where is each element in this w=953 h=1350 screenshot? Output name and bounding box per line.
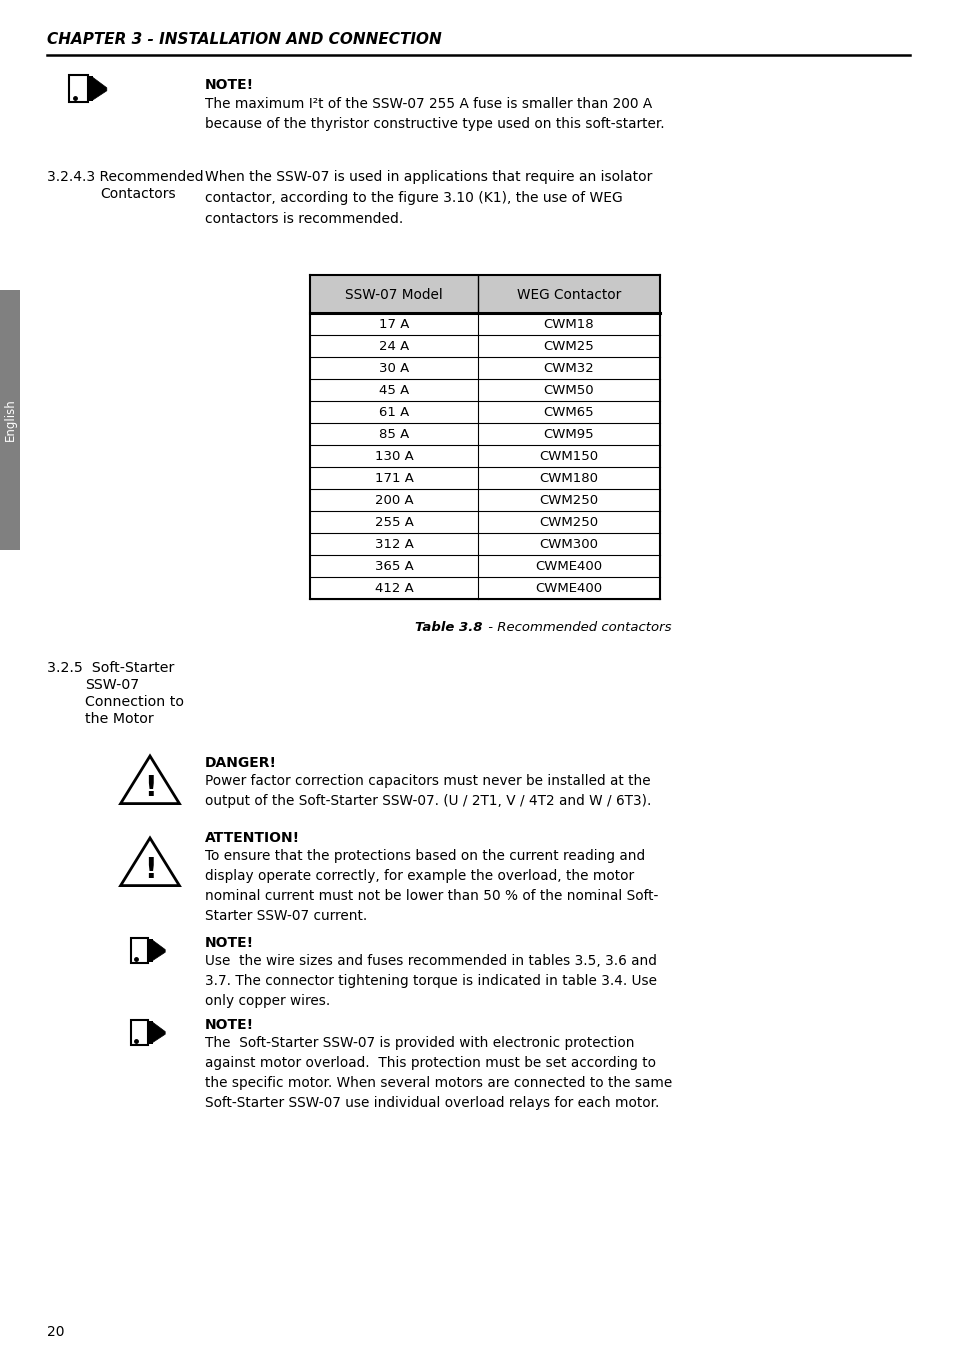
Text: NOTE!: NOTE! [205,1018,253,1031]
Text: 312 A: 312 A [375,537,413,551]
Text: CWM250: CWM250 [538,516,598,528]
Polygon shape [148,1021,152,1044]
Text: 365 A: 365 A [375,559,413,572]
FancyBboxPatch shape [131,938,148,963]
FancyBboxPatch shape [69,76,88,103]
Text: CWM50: CWM50 [543,383,594,397]
Text: Connection to: Connection to [85,695,184,709]
Text: CWM25: CWM25 [543,339,594,352]
Text: 130 A: 130 A [375,450,413,463]
Text: ATTENTION!: ATTENTION! [205,832,300,845]
Text: CWM95: CWM95 [543,428,594,440]
Text: SSW-07: SSW-07 [85,678,139,693]
Text: 3.2.5  Soft-Starter: 3.2.5 Soft-Starter [47,662,174,675]
Text: 255 A: 255 A [375,516,413,528]
Text: - Recommended contactors: - Recommended contactors [483,621,671,634]
Text: The maximum I²t of the SSW-07 255 A fuse is smaller than 200 A
because of the th: The maximum I²t of the SSW-07 255 A fuse… [205,97,664,131]
Text: 45 A: 45 A [378,383,409,397]
Polygon shape [148,940,152,961]
Text: CWME400: CWME400 [535,559,602,572]
Text: Contactors: Contactors [100,188,175,201]
Text: 200 A: 200 A [375,494,413,506]
Text: CWM180: CWM180 [539,471,598,485]
Text: 412 A: 412 A [375,582,413,594]
Text: CWM65: CWM65 [543,405,594,418]
Polygon shape [88,76,92,101]
Text: !: ! [144,774,156,802]
Polygon shape [148,940,165,961]
Text: 24 A: 24 A [378,339,409,352]
Text: 3.2.4.3 Recommended: 3.2.4.3 Recommended [47,170,203,184]
Text: CHAPTER 3 - INSTALLATION AND CONNECTION: CHAPTER 3 - INSTALLATION AND CONNECTION [47,32,441,47]
FancyBboxPatch shape [310,275,659,313]
Polygon shape [88,77,107,100]
Text: CWM300: CWM300 [539,537,598,551]
Polygon shape [120,756,179,803]
Polygon shape [120,838,179,886]
Text: SSW-07 Model: SSW-07 Model [345,288,442,302]
Text: Use  the wire sizes and fuses recommended in tables 3.5, 3.6 and
3.7. The connec: Use the wire sizes and fuses recommended… [205,954,657,1008]
Text: CWM150: CWM150 [538,450,598,463]
FancyBboxPatch shape [0,290,20,549]
Text: CWM32: CWM32 [543,362,594,374]
Text: NOTE!: NOTE! [205,936,253,950]
Text: WEG Contactor: WEG Contactor [517,288,620,302]
Text: The  Soft-Starter SSW-07 is provided with electronic protection
against motor ov: The Soft-Starter SSW-07 is provided with… [205,1035,672,1110]
Text: 85 A: 85 A [378,428,409,440]
Text: 20: 20 [47,1324,65,1339]
Text: To ensure that the protections based on the current reading and
display operate : To ensure that the protections based on … [205,849,658,923]
Text: CWM18: CWM18 [543,317,594,331]
Text: CWME400: CWME400 [535,582,602,594]
Text: 17 A: 17 A [378,317,409,331]
Text: CWM250: CWM250 [538,494,598,506]
Text: !: ! [144,856,156,884]
Text: 61 A: 61 A [378,405,409,418]
Text: DANGER!: DANGER! [205,756,276,770]
Text: NOTE!: NOTE! [205,78,253,92]
Text: 30 A: 30 A [378,362,409,374]
Text: 171 A: 171 A [375,471,413,485]
Text: the Motor: the Motor [85,711,153,726]
Text: When the SSW-07 is used in applications that require an isolator
contactor, acco: When the SSW-07 is used in applications … [205,170,652,227]
Text: Power factor correction capacitors must never be installed at the
output of the : Power factor correction capacitors must … [205,774,651,809]
Polygon shape [148,1022,165,1044]
Text: English: English [4,398,16,441]
FancyBboxPatch shape [131,1021,148,1045]
Text: Table 3.8: Table 3.8 [416,621,482,634]
